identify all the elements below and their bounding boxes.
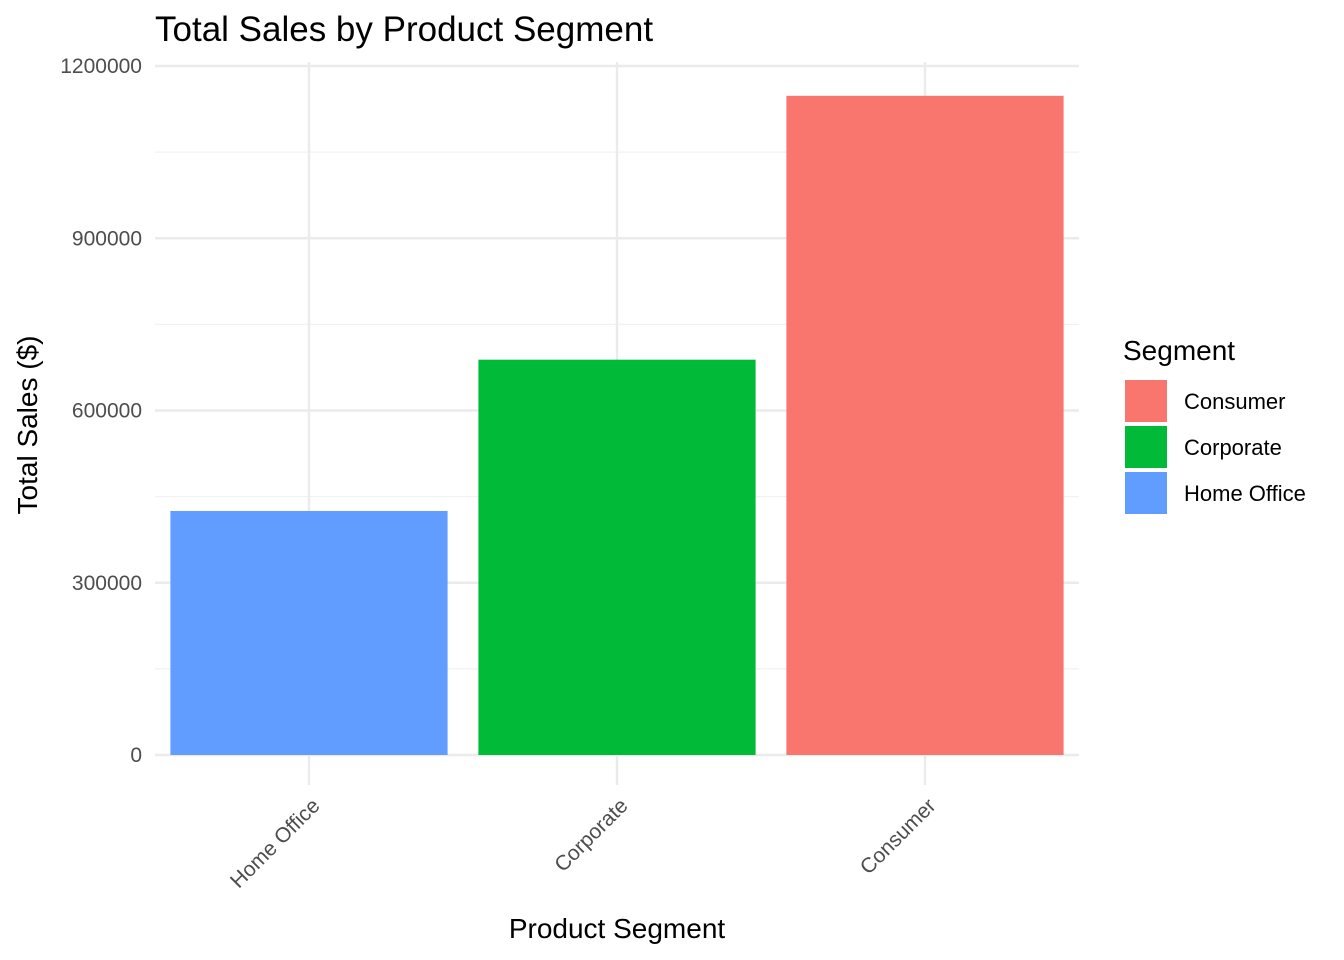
legend: Segment Consumer Corporate Home Office <box>1123 335 1306 514</box>
x-tick-label: Home Office <box>226 794 325 893</box>
legend-swatch <box>1125 380 1167 422</box>
x-tick-label: Corporate <box>550 794 632 876</box>
legend-title: Segment <box>1123 335 1235 366</box>
x-axis-ticks: Home Office Corporate Consumer <box>226 794 941 893</box>
chart-title: Total Sales by Product Segment <box>155 10 653 49</box>
y-axis-title: Total Sales ($) <box>12 336 43 515</box>
x-tick-label: Consumer <box>856 794 941 879</box>
legend-swatch <box>1125 426 1167 468</box>
y-tick-label: 1200000 <box>60 55 142 78</box>
y-tick-label: 0 <box>130 744 142 767</box>
y-axis-ticks: 0 300000 600000 900000 1200000 <box>60 55 142 767</box>
bar-home-office <box>170 510 448 755</box>
y-tick-label: 900000 <box>72 227 142 250</box>
y-tick-label: 300000 <box>72 572 142 595</box>
bar-consumer <box>786 95 1064 755</box>
y-tick-label: 600000 <box>72 400 142 423</box>
legend-label: Consumer <box>1184 389 1285 414</box>
bars <box>170 95 1064 755</box>
legend-label: Home Office <box>1184 481 1306 506</box>
x-axis-title: Product Segment <box>509 913 726 944</box>
bar-corporate <box>478 359 756 755</box>
legend-label: Corporate <box>1184 435 1282 460</box>
legend-swatch <box>1125 472 1167 514</box>
